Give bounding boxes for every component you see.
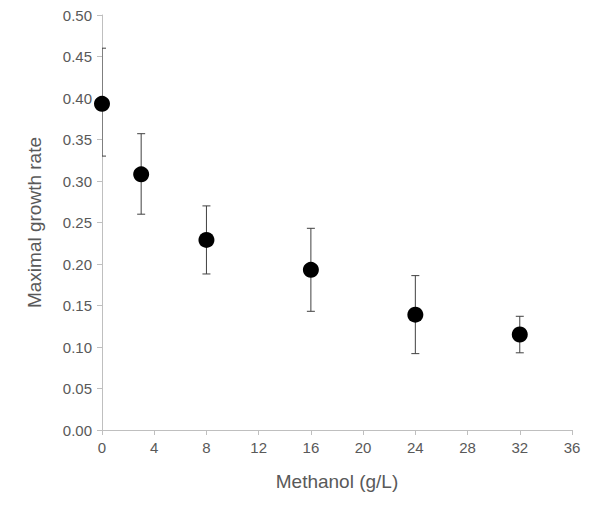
svg-text:32: 32 [511, 439, 528, 456]
svg-text:12: 12 [250, 439, 267, 456]
svg-text:0.10: 0.10 [63, 339, 92, 356]
svg-text:0.35: 0.35 [63, 131, 92, 148]
svg-text:0.45: 0.45 [63, 48, 92, 65]
svg-text:Methanol (g/L): Methanol (g/L) [276, 471, 399, 492]
svg-text:36: 36 [564, 439, 581, 456]
svg-text:0.15: 0.15 [63, 297, 92, 314]
svg-text:8: 8 [202, 439, 210, 456]
svg-text:0.40: 0.40 [63, 90, 92, 107]
svg-text:0.30: 0.30 [63, 173, 92, 190]
svg-text:24: 24 [407, 439, 424, 456]
svg-text:0.20: 0.20 [63, 256, 92, 273]
svg-text:20: 20 [355, 439, 372, 456]
svg-text:Maximal growth rate: Maximal growth rate [24, 137, 45, 308]
svg-text:0: 0 [98, 439, 106, 456]
svg-text:0.50: 0.50 [63, 7, 92, 24]
svg-text:0.25: 0.25 [63, 214, 92, 231]
svg-text:28: 28 [459, 439, 476, 456]
svg-text:16: 16 [303, 439, 320, 456]
svg-text:0.05: 0.05 [63, 380, 92, 397]
svg-text:0.00: 0.00 [63, 422, 92, 439]
svg-text:4: 4 [150, 439, 158, 456]
